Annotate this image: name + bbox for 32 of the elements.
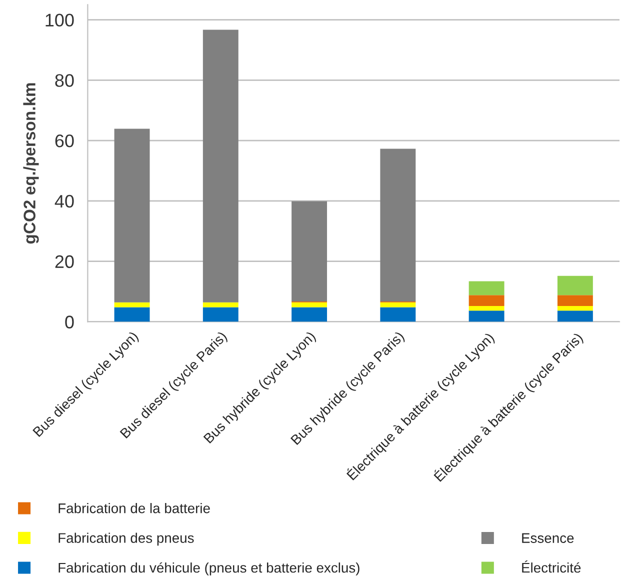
y-tick-label: 80 (55, 74, 74, 87)
y-tick-label: 20 (55, 255, 74, 268)
legend-label: Essence (522, 533, 574, 543)
bar (380, 148, 416, 302)
bar (292, 307, 328, 322)
bar (292, 201, 328, 302)
bar (468, 306, 504, 311)
legend-label: Fabrication de la batterie (58, 503, 210, 514)
bar (380, 302, 416, 308)
bar (114, 128, 150, 302)
bar (557, 276, 593, 296)
bar (557, 306, 593, 311)
legend-label: Fabrication des pneus (58, 532, 194, 546)
y-tick-label: 100 (46, 14, 74, 26)
y-tick-label: 0 (65, 316, 74, 328)
bar (114, 307, 150, 322)
bar (557, 310, 593, 322)
y-tick-label: 60 (55, 134, 74, 148)
bar (380, 307, 416, 322)
legend-label: Fabrication du véhicule (pneus et batterie exclus) (58, 562, 360, 576)
bar (468, 310, 504, 322)
bar (202, 302, 238, 308)
bar (114, 302, 150, 308)
bar (468, 281, 504, 296)
y-axis-title: gCO2 eq./person.km (23, 83, 39, 244)
bar (557, 295, 593, 306)
bar (202, 30, 238, 302)
bar (202, 307, 238, 322)
legend-label: Électricité (522, 560, 581, 573)
y-tick-label: 40 (54, 194, 74, 208)
bar (292, 302, 328, 308)
bar (468, 295, 504, 306)
